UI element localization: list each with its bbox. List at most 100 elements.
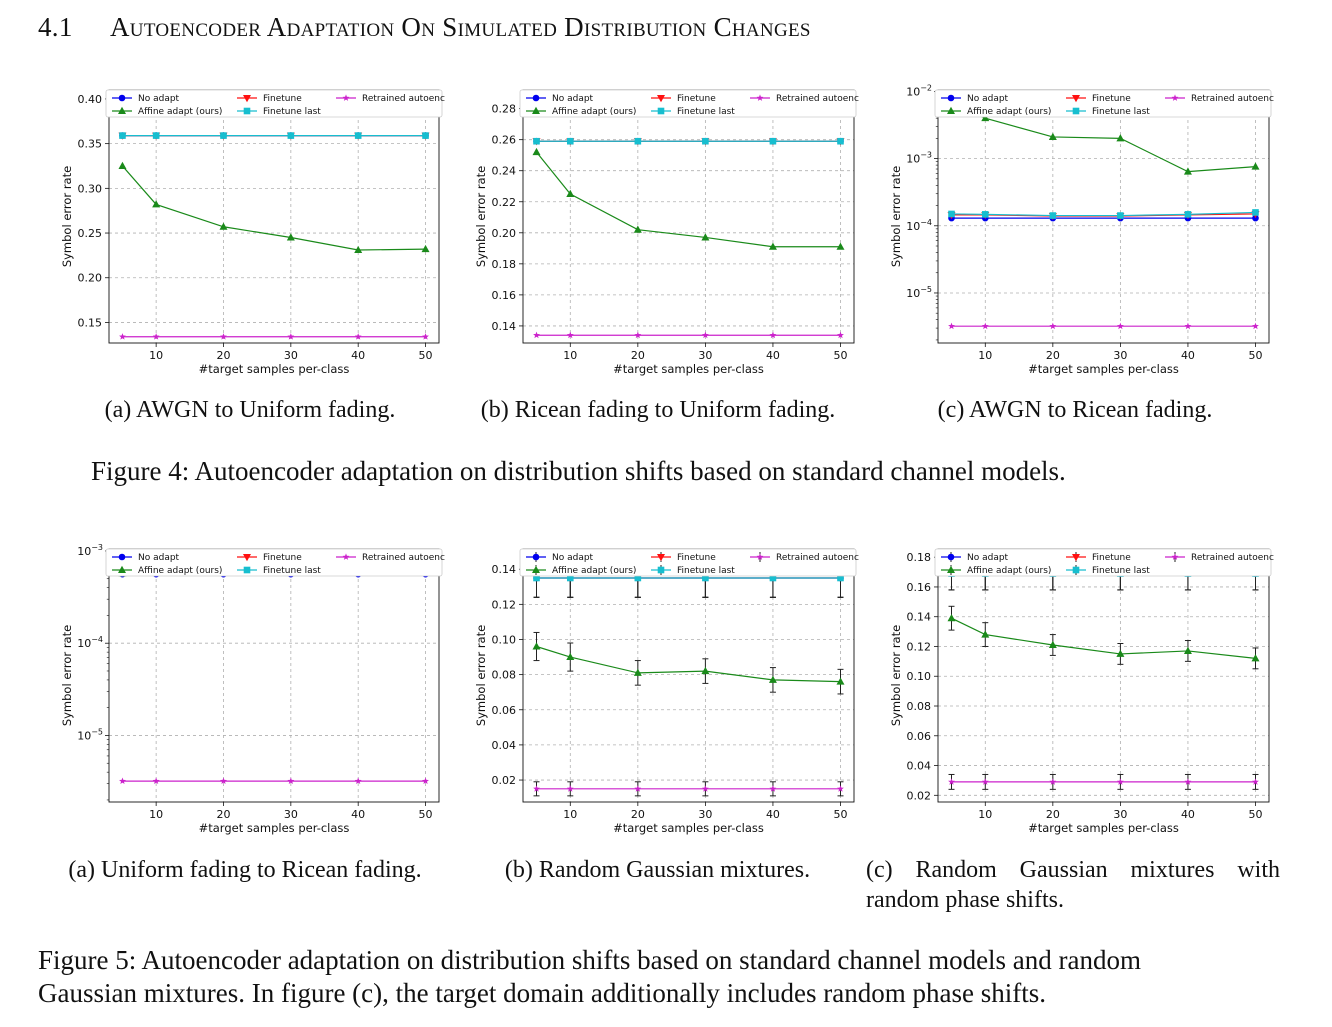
subcaption-fig5a: (a) Uniform fading to Ricean fading. xyxy=(68,857,422,883)
x-tick-label: 30 xyxy=(698,808,712,821)
legend-item-no_adapt: No adapt xyxy=(112,94,180,104)
affine-marker-3 xyxy=(286,233,295,241)
x-tick-label: 10 xyxy=(978,808,992,821)
x-tick-label: 30 xyxy=(1113,808,1127,821)
y-tick-label: 10−5 xyxy=(77,727,103,742)
retrained-marker-5 xyxy=(422,777,429,785)
x-tick-label: 50 xyxy=(833,349,847,362)
y-tick-label: 0.20 xyxy=(78,272,103,285)
legend-retrained-marker-0 xyxy=(1171,94,1179,101)
affine-marker-3 xyxy=(1116,134,1125,142)
series-finetune_last xyxy=(533,558,844,598)
chart-fig4c: 10 20 30 40 50 10−5 10−4 10−3 10−2 #target sample… xyxy=(889,83,1274,376)
y-tick-label: 0.04 xyxy=(492,739,517,752)
y-tick-label: 0.24 xyxy=(492,165,517,178)
legend-label-no_adapt: No adapt xyxy=(138,553,180,563)
retrained-marker-4 xyxy=(769,331,777,339)
legend-label-finetune_last: Finetune last xyxy=(1092,566,1150,576)
legend-label-retrained: Retrained autoenc xyxy=(1191,553,1274,563)
x-tick-label: 10 xyxy=(563,808,577,821)
y-tick-label: 0.15 xyxy=(78,316,103,329)
y-tick-label: 0.20 xyxy=(492,227,517,240)
affine-marker-1 xyxy=(566,652,575,661)
legend-item-no_adapt: No adapt xyxy=(941,94,1009,104)
y-axis-label: Symbol error rate xyxy=(60,625,74,726)
finetune_last-marker-5 xyxy=(837,137,844,145)
legend-affine-marker-0 xyxy=(947,565,955,573)
y-tick-label: 0.26 xyxy=(492,134,517,147)
retrained-marker-4 xyxy=(354,777,362,785)
finetune_last-marker-4 xyxy=(354,132,362,139)
legend-label-no_adapt: No adapt xyxy=(552,94,594,104)
x-axis-label: #target samples per-class xyxy=(613,821,764,835)
y-tick-label: 0.18 xyxy=(492,258,517,271)
retrained-marker-5 xyxy=(1252,778,1259,785)
y-tick-label: 0.30 xyxy=(78,182,103,195)
series-finetune_last xyxy=(948,209,1259,219)
affine-marker-4 xyxy=(768,675,777,683)
series-retrained xyxy=(119,333,429,340)
legend-label-affine: Affine adapt (ours) xyxy=(967,566,1051,576)
affine-marker-5 xyxy=(836,242,845,250)
retrained-marker-5 xyxy=(837,331,844,339)
legend-item-affine: Affine adapt (ours) xyxy=(526,565,636,576)
legend: No adapt Finetune Retrained autoenc Affine … xyxy=(934,548,1274,577)
affine-marker-3 xyxy=(701,666,710,675)
retrained-marker-2 xyxy=(220,777,227,785)
finetune_last-marker-2 xyxy=(220,132,227,139)
section-number: 4.1 xyxy=(38,12,73,42)
x-tick-label: 20 xyxy=(1046,349,1060,362)
legend-item-retrained: Retrained autoenc xyxy=(1165,552,1274,563)
x-tick-label: 50 xyxy=(833,808,847,821)
legend-item-finetune_last: Finetune last xyxy=(651,565,735,576)
legend-item-affine: Affine adapt (ours) xyxy=(526,106,636,117)
retrained-marker-1 xyxy=(152,333,160,340)
retrained-marker-3 xyxy=(1116,322,1124,330)
legend-label-finetune: Finetune xyxy=(263,553,302,563)
figure5-caption-line2: Gaussian mixtures. In figure (c), the ta… xyxy=(38,978,1047,1008)
finetune_last-marker-1 xyxy=(152,132,160,139)
legend-item-finetune: Finetune xyxy=(237,94,302,104)
retrained-marker-4 xyxy=(1184,778,1192,785)
legend-label-retrained: Retrained autoenc xyxy=(776,553,859,563)
x-tick-label: 30 xyxy=(284,808,298,821)
y-tick-label: 0.14 xyxy=(492,563,517,576)
legend-item-retrained: Retrained autoenc xyxy=(336,94,445,104)
legend-label-affine: Affine adapt (ours) xyxy=(967,107,1051,117)
retrained-marker-4 xyxy=(769,785,777,792)
legend-affine-marker-0 xyxy=(947,106,955,114)
finetune_last-marker-3 xyxy=(702,574,709,582)
retrained-marker-5 xyxy=(1252,322,1259,330)
retrained-marker-1 xyxy=(152,777,160,785)
affine-marker-2 xyxy=(1048,640,1057,648)
y-tick-label: 0.12 xyxy=(907,640,932,653)
affine-marker-4 xyxy=(354,245,363,254)
legend-item-no_adapt: No adapt xyxy=(112,553,180,563)
section-heading: 4.1 Autoencoder Adaptation On Simulated D… xyxy=(38,12,811,43)
series-line-affine xyxy=(951,617,1256,659)
legend-item-affine: Affine adapt (ours) xyxy=(941,106,1051,117)
legend-label-no_adapt: No adapt xyxy=(967,553,1009,563)
x-tick-label: 10 xyxy=(563,349,577,362)
finetune_last-marker-1 xyxy=(981,211,989,218)
finetune_last-marker-4 xyxy=(769,574,777,582)
legend-retrained-marker-0 xyxy=(342,94,350,101)
x-tick-label: 50 xyxy=(1248,808,1262,821)
retrained-marker-0 xyxy=(948,778,955,785)
legend-item-no_adapt: No adapt xyxy=(526,552,594,563)
affine-marker-4 xyxy=(1183,167,1192,175)
legend-label-affine: Affine adapt (ours) xyxy=(138,107,222,117)
affine-marker-5 xyxy=(1251,162,1260,170)
legend-label-finetune_last: Finetune last xyxy=(263,107,321,117)
legend-label-finetune: Finetune xyxy=(677,553,716,563)
legend-item-no_adapt: No adapt xyxy=(941,552,1009,563)
legend-label-retrained: Retrained autoenc xyxy=(362,94,445,104)
retrained-marker-3 xyxy=(701,785,709,792)
legend-label-affine: Affine adapt (ours) xyxy=(138,566,222,576)
finetune_last-marker-5 xyxy=(1252,209,1259,216)
legend-no_adapt-marker-0 xyxy=(947,94,955,102)
x-tick-label: 20 xyxy=(631,349,645,362)
y-tick-label: 0.04 xyxy=(907,760,932,773)
x-tick-label: 40 xyxy=(1181,349,1195,362)
affine-marker-2 xyxy=(1048,132,1057,140)
